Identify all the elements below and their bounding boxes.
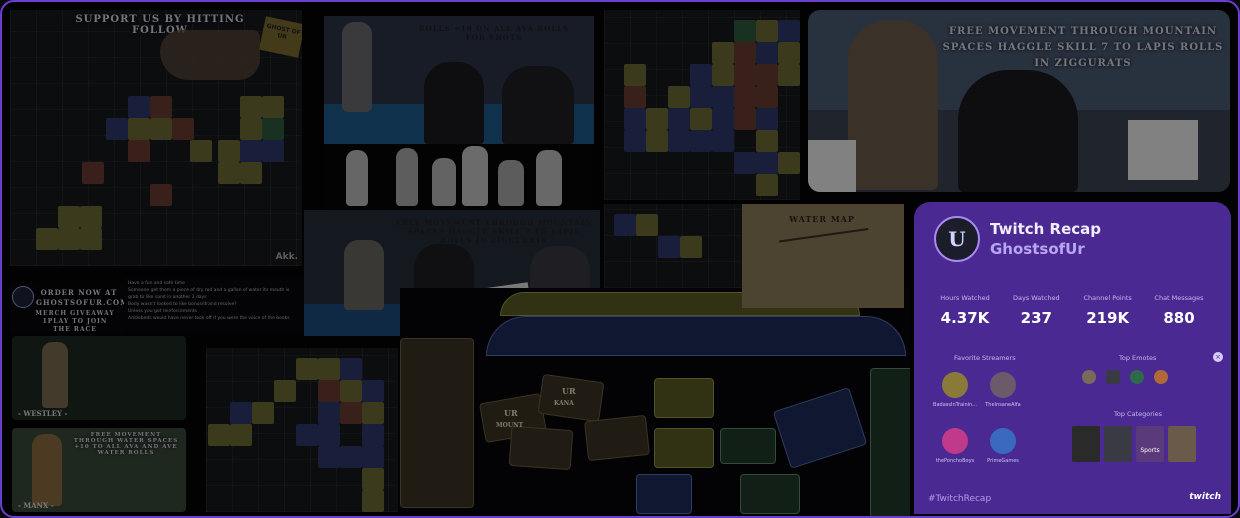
order-panel: ORDER NOW AT GHOSTSOFUR.COM MERCH GIVEAW… — [10, 282, 124, 334]
favorite-streamer[interactable]: BadassInTrainin... — [932, 372, 978, 408]
stat-chat-messages: Chat Messages 880 — [1154, 294, 1204, 327]
twitch-logo-icon: twitch — [1189, 492, 1221, 502]
streamer-avatar — [942, 372, 968, 398]
favorite-streamer[interactable]: PrimeGames — [980, 428, 1026, 464]
emote-icon — [1154, 370, 1168, 384]
corner-watermark: Akk. — [275, 252, 298, 262]
sticky-note: GHOST OF UR — [258, 16, 302, 58]
water-map-tile: WATER MAP — [742, 204, 904, 308]
stats-row: Hours Watched 4.37K Days Watched 237 Chann… — [932, 294, 1212, 327]
streamer-avatar — [990, 372, 1016, 398]
board-tile-center-small — [604, 204, 742, 288]
stat-channel-points: Channel Points 219K — [1083, 294, 1132, 327]
stream-tile-middle-top: ROLLS +10 ON ALL AVA ROLLS FOR SHOTS — [324, 16, 594, 144]
character-name: - MANX - — [18, 501, 54, 510]
movement-banner-top-right: FREE MOVEMENT THROUGH MOUNTAIN SPACES HA… — [942, 26, 1224, 69]
emote-icon — [1106, 370, 1120, 384]
person-right — [502, 66, 574, 144]
twitch-recap-card: U Twitch Recap GhostsofUr Hours Watched 4… — [914, 202, 1231, 514]
board-tile-bottom-center — [206, 348, 398, 512]
channel-name[interactable]: GhostsofUr — [990, 240, 1085, 258]
chat-line: Someone get them a piece of dry rod and … — [128, 288, 290, 300]
character-tile-westley: - WESTLEY - — [12, 336, 186, 420]
category-thumb[interactable]: Sports — [1136, 426, 1164, 462]
stat-days-watched: Days Watched 237 — [1013, 294, 1060, 327]
favorite-streamer[interactable]: thePonchoBoys — [932, 428, 978, 464]
close-icon[interactable]: × — [1213, 352, 1223, 362]
movement-banner-middle: FREE MOVEMENT THROUGH MOUNTAIN SPACES HA… — [395, 218, 593, 245]
emote-icon — [1130, 370, 1144, 384]
miniature-figure — [342, 22, 372, 112]
favorite-streamers-label: Favorite Streamers — [954, 354, 1016, 362]
emote-icon — [1082, 370, 1096, 384]
chat-panel: Have a fun and safe time Someone get the… — [124, 278, 304, 332]
stream-tile-top-right: FREE MOVEMENT THROUGH MOUNTAIN SPACES HA… — [808, 10, 1230, 192]
category-thumb[interactable] — [1072, 426, 1100, 462]
follow-banner: SUPPORT US BY HITTING FOLLOW — [75, 14, 245, 36]
miniatures-strip — [324, 144, 594, 210]
streamer-avatar — [942, 428, 968, 454]
top-categories-label: Top Categories — [1114, 410, 1163, 418]
hand — [160, 30, 260, 80]
category-thumb[interactable] — [1168, 426, 1196, 462]
chat-line: Unless you got reinforcements — [128, 309, 197, 314]
favorite-streamer[interactable]: TheInsaneAlfa — [980, 372, 1026, 408]
top-emotes-label: Top Emotes — [1119, 354, 1157, 362]
chat-line: Addiebeds would have never took off if y… — [128, 316, 290, 321]
channel-avatar: U — [934, 216, 980, 262]
ghosts-logo-icon — [12, 286, 34, 308]
chat-line: Have a fun and safe time — [128, 281, 185, 286]
board-tile-top-left: SUPPORT US BY HITTING FOLLOW GHOST OF UR… — [10, 10, 302, 266]
character-name: - WESTLEY - — [18, 409, 68, 418]
person-left — [424, 62, 484, 144]
rolls-banner: ROLLS +10 ON ALL AVA ROLLS FOR SHOTS — [418, 24, 570, 42]
character-tile-manx: FREE MOVEMENT THROUGH WATER SPACES +10 T… — [12, 428, 186, 512]
stat-hours-watched: Hours Watched 4.37K — [940, 294, 990, 327]
cards-spread: UR MOUNT UR KANA — [400, 288, 910, 516]
recap-title: Twitch Recap — [990, 220, 1102, 238]
chat-line: Body wasn't looked to like bonus/drand r… — [128, 302, 237, 307]
streamer-avatar — [990, 428, 1016, 454]
recap-hashtag: #TwitchRecap — [928, 494, 992, 504]
category-thumb[interactable] — [1104, 426, 1132, 462]
board-tile-center-top — [604, 10, 800, 200]
